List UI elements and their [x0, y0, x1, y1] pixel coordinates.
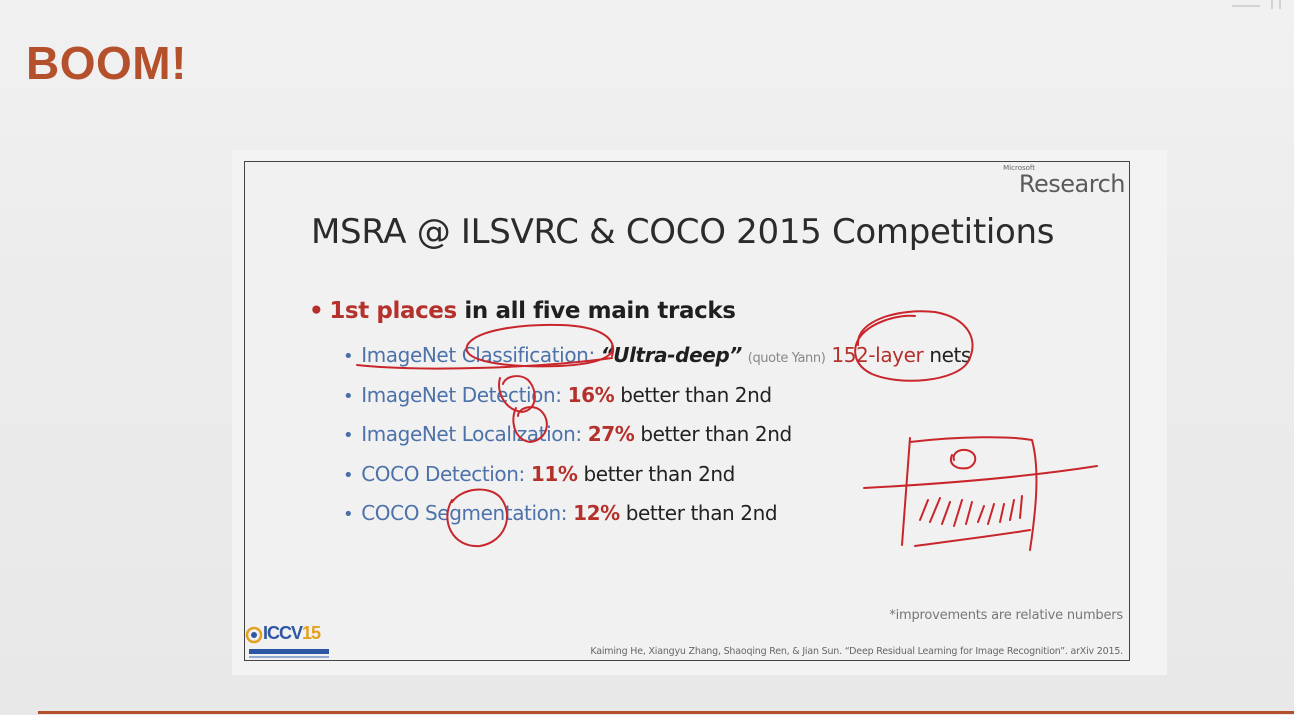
track-name: ImageNet Classification: — [361, 343, 595, 367]
iccv-logo-bar-thin — [249, 656, 329, 658]
track-tail: better than 2nd — [620, 382, 772, 407]
slide-citation: Kaiming He, Xiangyu Zhang, Shaoqing Ren,… — [590, 646, 1123, 657]
track-percent: 16% — [567, 382, 615, 407]
track-tail: better than 2nd — [625, 501, 778, 525]
slide-title: MSRA @ ILSVRC & COCO 2015 Competitions — [311, 212, 1055, 252]
main-bullet-highlight: 1st places — [329, 298, 457, 324]
track-percent: 11% — [530, 461, 578, 486]
iccv-emblem-icon — [245, 626, 263, 644]
track-item: • ImageNet Classification: “Ultra-deep” (… — [343, 340, 971, 380]
iccv-logo-main: ICCV — [263, 623, 303, 643]
iccv-logo-bar — [249, 649, 329, 654]
track-name: COCO Detection: — [361, 461, 525, 486]
track-tail: better than 2nd — [640, 422, 792, 446]
page-heading: BOOM! — [26, 37, 187, 89]
track-item: • COCO Detection: 11% better than 2nd — [343, 459, 971, 499]
main-bullet: • 1st places in all five main tracks — [309, 298, 736, 324]
bottom-accent-rule — [38, 711, 1294, 714]
track-item: • ImageNet Detection: 16% better than 2nd — [343, 380, 971, 420]
bullet-dot-icon: • — [343, 425, 354, 446]
bullet-dot-icon: • — [343, 464, 354, 486]
bullet-dot-icon: • — [343, 385, 354, 407]
track-name: ImageNet Localization: — [361, 422, 582, 446]
microsoft-research-logo: Microsoft Research — [1003, 164, 1125, 196]
iccv-logo-year: 15 — [302, 623, 321, 643]
track-item: • COCO Segmentation: 12% better than 2nd — [343, 498, 971, 538]
track-percent: 27% — [587, 422, 635, 446]
iccv-logo-text: ICCV15 — [263, 623, 321, 644]
track-percent: 12% — [573, 501, 620, 525]
main-bullet-rest: in all five main tracks — [456, 298, 736, 324]
iccv-logo: ICCV15 — [245, 622, 333, 660]
track-tail: better than 2nd — [583, 461, 736, 486]
slide-footnote: *improvements are relative numbers — [889, 608, 1123, 623]
window-corner-icon — [1232, 0, 1281, 9]
track-aside: (quote Yann) — [747, 351, 826, 366]
track-name: ImageNet Detection: — [361, 382, 562, 407]
logo-big-text: Research — [1018, 170, 1126, 198]
bullet-dot-icon: • — [343, 346, 354, 367]
track-quote: “Ultra-deep” — [600, 343, 742, 367]
track-tail: nets — [929, 343, 971, 367]
bullet-dot-icon: • — [343, 504, 354, 525]
bullet-dot-icon: • — [309, 298, 324, 324]
track-item: • ImageNet Localization: 27% better than … — [343, 419, 971, 459]
track-name: COCO Segmentation: — [361, 501, 568, 525]
track-list: • ImageNet Classification: “Ultra-deep” (… — [343, 340, 971, 538]
embedded-slide: Microsoft Research MSRA @ ILSVRC & COCO … — [244, 161, 1130, 661]
logo-small-text: Microsoft — [1003, 164, 1035, 172]
track-layers: 152-layer — [831, 343, 924, 367]
